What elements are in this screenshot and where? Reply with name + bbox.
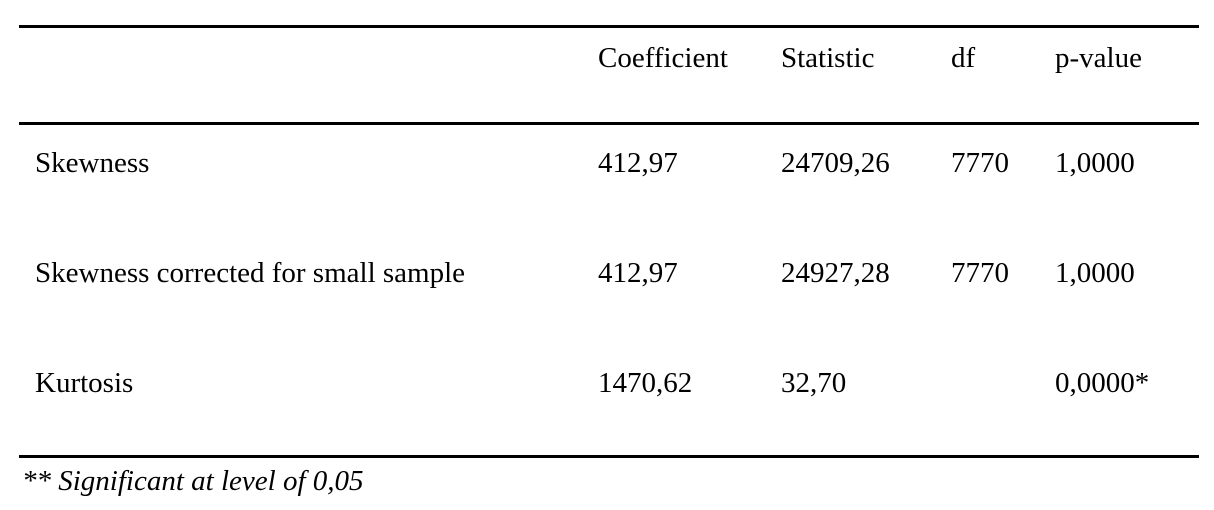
- header-cell-statistic: Statistic: [781, 42, 875, 74]
- statistic-cell: 32,70: [781, 367, 847, 399]
- coefficient-cell: 412,97: [598, 147, 678, 179]
- p-value-cell: 0,0000*: [1055, 367, 1150, 399]
- header-cell-p-value: p-value: [1055, 42, 1142, 74]
- row-label: Kurtosis: [35, 367, 134, 399]
- row-label: Skewness corrected for small sample: [35, 257, 466, 289]
- statistic-cell: 24709,26: [781, 147, 890, 179]
- df-cell: 7770: [951, 147, 1009, 179]
- df-cell: 7770: [951, 257, 1009, 289]
- coefficient-cell: 412,97: [598, 257, 678, 289]
- statistic-cell: 24927,28: [781, 257, 890, 289]
- row-label: Skewness: [35, 147, 150, 179]
- table-top-rule: [19, 25, 1199, 28]
- table-header-rule: [19, 122, 1199, 125]
- table-bottom-rule: [19, 455, 1199, 458]
- p-value-cell: 1,0000: [1055, 257, 1135, 289]
- header-cell-df: df: [951, 42, 976, 74]
- coefficient-cell: 1470,62: [598, 367, 693, 399]
- header-cell-coefficient: Coefficient: [598, 42, 728, 74]
- table-footnote: ** Significant at level of 0,05: [22, 465, 364, 497]
- p-value-cell: 1,0000: [1055, 147, 1135, 179]
